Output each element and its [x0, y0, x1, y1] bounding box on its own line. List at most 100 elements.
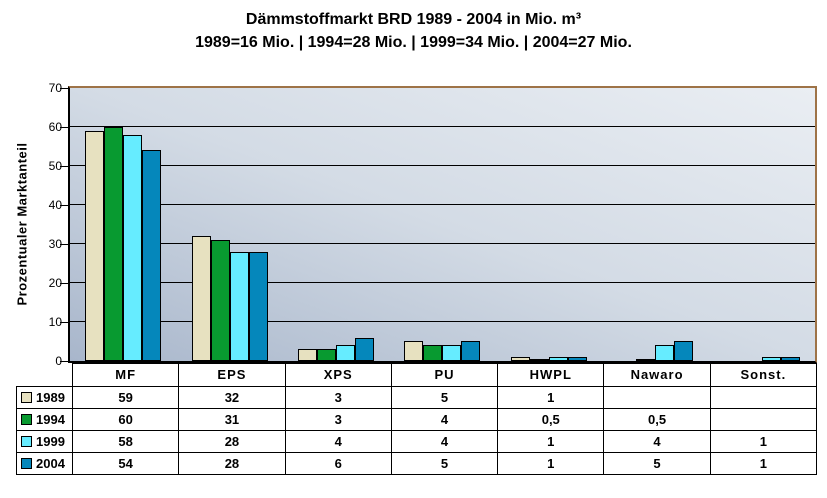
category-header-row: MF EPS XPS PU HWPL Nawaro Sonst.	[17, 363, 818, 387]
value-cell: 31	[178, 408, 286, 431]
category-header-cell: XPS	[284, 363, 392, 387]
gridline	[70, 321, 815, 322]
value-cell: 32	[178, 386, 286, 409]
gridline	[70, 165, 815, 166]
bar	[442, 345, 462, 361]
bar-group-xps	[283, 88, 389, 361]
series-row-1999: 1999 58 28 4 4 1 4 1	[16, 430, 818, 453]
bar	[404, 341, 424, 361]
bar	[674, 341, 694, 361]
plot-area	[68, 86, 817, 363]
legend-entry: 1999	[18, 432, 72, 452]
bar	[548, 357, 568, 361]
bar-group-nawaro	[602, 88, 708, 361]
category-header-cell: HWPL	[497, 363, 605, 387]
bar-groups	[70, 88, 815, 361]
y-tick	[60, 205, 68, 206]
value-cell: 28	[178, 452, 286, 475]
table-corner-blank	[17, 364, 73, 387]
y-tick-label: 60	[48, 120, 62, 134]
bar	[655, 345, 675, 361]
bar	[248, 252, 268, 361]
bar	[423, 345, 443, 361]
legend-cell: 1994	[16, 408, 73, 431]
y-tick	[60, 361, 68, 362]
gridline	[70, 126, 815, 127]
value-cell: 1	[497, 430, 605, 453]
legend-year: 1994	[36, 412, 65, 427]
value-cell: 59	[71, 386, 180, 409]
category-header-cell: Nawaro	[603, 363, 711, 387]
bar	[85, 131, 105, 361]
chart-title: Dämmstoffmarkt BRD 1989 - 2004 in Mio. m…	[245, 11, 582, 28]
bar	[229, 252, 249, 361]
bar-group-pu	[389, 88, 495, 361]
bar	[104, 127, 124, 361]
bar	[529, 359, 549, 361]
legend-year: 1999	[36, 434, 65, 449]
y-tick-label: 40	[48, 198, 62, 212]
y-tick-label: 0	[55, 354, 62, 368]
bar	[317, 349, 337, 361]
bar	[142, 150, 162, 361]
y-tick	[60, 127, 68, 128]
value-cell: 4	[603, 430, 711, 453]
data-table-legend: MF EPS XPS PU HWPL Nawaro Sonst. 1989 59 32 3 5 1 199…	[16, 363, 818, 475]
value-cell: 54	[71, 452, 180, 475]
value-cell: 1	[709, 452, 818, 475]
value-cell: 1	[709, 430, 818, 453]
value-cell: 4	[390, 430, 499, 453]
bar	[191, 236, 211, 361]
legend-swatch	[21, 458, 32, 469]
legend-cell: 1999	[16, 430, 73, 453]
y-tick-label: 10	[48, 315, 62, 329]
bar	[123, 135, 143, 361]
bar	[210, 240, 230, 361]
legend-entry: 1989	[18, 388, 72, 408]
legend-entry: 1994	[18, 410, 72, 430]
value-cell: 3	[284, 408, 392, 431]
value-cell: 1	[497, 386, 605, 409]
bar	[761, 357, 781, 361]
bar-group-mf	[70, 88, 176, 361]
legend-swatch	[21, 436, 32, 447]
value-cell: 1	[497, 452, 605, 475]
category-header-cell: EPS	[178, 363, 286, 387]
y-tick	[60, 166, 68, 167]
value-cell: 6	[284, 452, 392, 475]
value-cell: 28	[178, 430, 286, 453]
y-tick	[60, 322, 68, 323]
bar	[355, 338, 375, 361]
value-cell: 5	[390, 386, 499, 409]
legend-cell: 1989	[16, 386, 73, 409]
bar	[510, 357, 530, 361]
value-cell: 58	[71, 430, 180, 453]
bar	[461, 341, 481, 361]
gridline	[70, 243, 815, 244]
chart-subtitle: 1989=16 Mio. | 1994=28 Mio. | 1999=34 Mi…	[195, 34, 632, 51]
y-tick	[60, 283, 68, 284]
series-row-1994: 1994 60 31 3 4 0,5 0,5	[16, 408, 818, 431]
legend-swatch	[21, 392, 32, 403]
category-header-cell: PU	[390, 363, 499, 387]
category-header-cell: MF	[71, 363, 180, 387]
gridline	[70, 204, 815, 205]
y-tick-label: 30	[48, 237, 62, 251]
bar-group-sonst	[709, 88, 815, 361]
y-tick-label: 70	[48, 81, 62, 95]
value-cell: 0,5	[603, 408, 711, 431]
y-tick	[60, 244, 68, 245]
value-cell: 5	[390, 452, 499, 475]
value-cell	[709, 408, 818, 431]
value-cell: 3	[284, 386, 392, 409]
bar-group-hwpl	[496, 88, 602, 361]
value-cell: 0,5	[497, 408, 605, 431]
series-row-1989: 1989 59 32 3 5 1	[16, 386, 818, 409]
value-cell: 60	[71, 408, 180, 431]
legend-year: 2004	[36, 456, 65, 471]
value-cell	[603, 386, 711, 409]
gridline	[70, 282, 815, 283]
bar	[636, 359, 656, 361]
legend-cell: 2004	[16, 452, 73, 475]
value-cell: 4	[390, 408, 499, 431]
